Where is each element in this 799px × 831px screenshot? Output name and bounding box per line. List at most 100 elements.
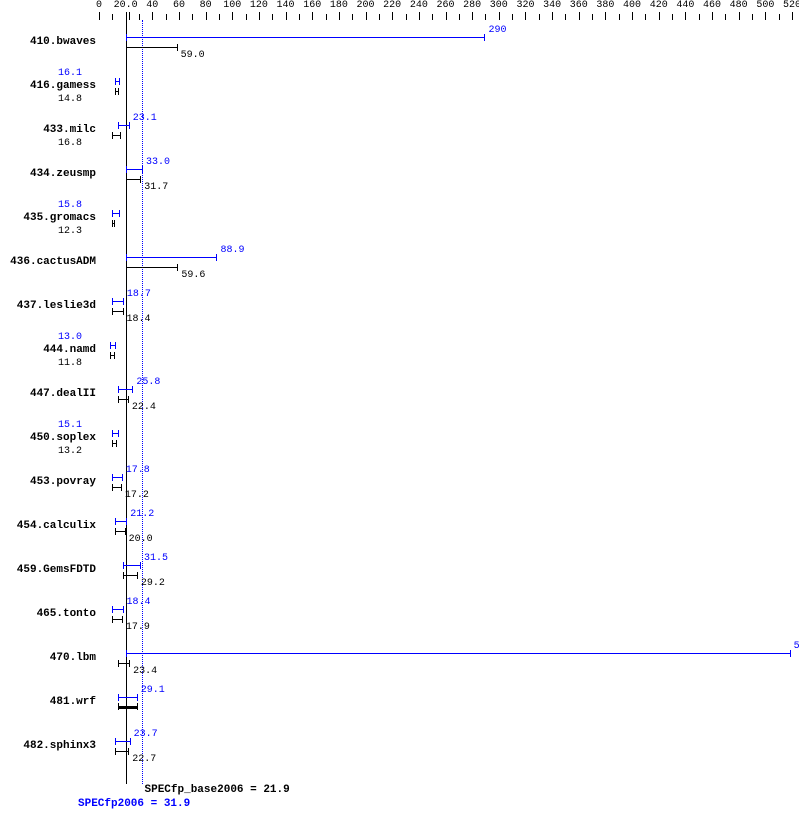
axis-tick-major: [712, 12, 713, 20]
base-bar: [115, 531, 126, 532]
peak-bar: [118, 125, 130, 126]
benchmark-name: 481.wrf: [50, 696, 96, 708]
axis-tick-major: [552, 12, 553, 20]
axis-tick-major: [605, 12, 606, 20]
base-value: 18.4: [127, 314, 151, 325]
axis-tick-label: 520: [783, 0, 799, 11]
benchmark-name: 433.milc: [43, 124, 96, 136]
benchmark-row: 447.dealII25.822.4: [0, 372, 799, 416]
base-value: 11.8: [58, 358, 82, 369]
axis-tick-label: 320: [516, 0, 534, 11]
peak-bar: [118, 389, 134, 390]
peak-value: 15.1: [58, 420, 82, 431]
base-value: 23.4: [133, 666, 157, 677]
axis-tick-label: 120: [250, 0, 268, 11]
base-value: 17.2: [125, 490, 149, 501]
axis-tick-major: [472, 12, 473, 20]
peak-bar: [112, 301, 124, 302]
axis-tick-major: [286, 12, 287, 20]
benchmark-row: 444.namd13.011.8: [0, 328, 799, 372]
base-bar: [112, 135, 121, 136]
peak-value: 25.8: [136, 377, 160, 388]
axis-tick-major: [419, 12, 420, 20]
axis-tick-major: [685, 12, 686, 20]
axis-tick-label: 0: [96, 0, 102, 11]
peak-bar: [110, 345, 117, 346]
axis-tick-major: [765, 12, 766, 20]
axis-tick-major: [312, 12, 313, 20]
benchmark-row: 435.gromacs15.812.3: [0, 196, 799, 240]
axis-tick-major: [232, 12, 233, 20]
base-bar: [118, 399, 129, 400]
axis-tick-major: [446, 12, 447, 20]
benchmark-name: 447.dealII: [30, 388, 96, 400]
peak-value: 23.1: [133, 113, 157, 124]
peak-bar: [118, 697, 138, 698]
peak-value: 13.0: [58, 332, 82, 343]
axis-tick-label: 180: [330, 0, 348, 11]
footer-peak-label: SPECfp2006 = 31.9: [78, 798, 190, 810]
axis-tick-label: 260: [436, 0, 454, 11]
benchmark-row: 454.calculix 21.2 20.0: [0, 504, 799, 548]
benchmark-row: 459.GemsFDTD31.529.2: [0, 548, 799, 592]
axis-tick-label: 200: [357, 0, 375, 11]
axis-tick-major: [339, 12, 340, 20]
peak-value: 21.2: [130, 509, 154, 520]
axis-tick-major: [792, 12, 793, 20]
peak-bar: [115, 741, 131, 742]
benchmark-name: 437.leslie3d: [17, 300, 96, 312]
peak-bar: [123, 565, 141, 566]
benchmark-row: 416.gamess16.114.8: [0, 64, 799, 108]
peak-bar: [126, 169, 143, 170]
benchmark-name: 435.gromacs: [23, 212, 96, 224]
axis-tick-label: 160: [303, 0, 321, 11]
axis-tick-label: 220: [383, 0, 401, 11]
axis-tick-label: 400: [623, 0, 641, 11]
benchmark-name: 482.sphinx3: [23, 740, 96, 752]
base-value: 13.2: [58, 446, 82, 457]
peak-bar: [115, 81, 120, 82]
peak-value: 23.7: [134, 729, 158, 740]
axis-tick-label: 440: [676, 0, 694, 11]
base-value: 22.7: [132, 754, 156, 765]
benchmark-name: 454.calculix: [17, 520, 96, 532]
axis-tick-major: [739, 12, 740, 20]
base-bar: [112, 443, 116, 444]
peak-value: 18.4: [127, 597, 151, 608]
base-value: 12.3: [58, 226, 82, 237]
base-bar: [112, 619, 123, 620]
axis-tick-major: [206, 12, 207, 20]
benchmark-name: 470.lbm: [50, 652, 96, 664]
benchmark-name: 416.gamess: [30, 80, 96, 92]
peak-value: 88.9: [220, 245, 244, 256]
base-value: 17.9: [126, 622, 150, 633]
peak-value: 16.1: [58, 68, 82, 79]
peak-bar: [112, 477, 122, 478]
base-value: 31.7: [144, 182, 168, 193]
base-value: 20.0: [129, 534, 153, 545]
base-value: 59.0: [181, 50, 205, 61]
axis-tick-major: [525, 12, 526, 20]
peak-bar: [126, 653, 791, 654]
axis-tick-label: 240: [410, 0, 428, 11]
benchmark-name: 436.cactusADM: [10, 256, 96, 268]
peak-value: 33.0: [146, 157, 170, 168]
benchmark-row: 482.sphinx3 23.7 22.7: [0, 724, 799, 768]
peak-bar: [115, 521, 127, 522]
axis-tick-label: 500: [756, 0, 774, 11]
axis-tick-label: 280: [463, 0, 481, 11]
axis-tick-label: 20.0: [114, 0, 138, 11]
spec-benchmark-chart: 020.040608010012014016018020022024026028…: [0, 0, 799, 831]
benchmark-name: 453.povray: [30, 476, 96, 488]
base-bar: [112, 311, 123, 312]
axis-tick-label: 480: [730, 0, 748, 11]
peak-value: 29.1: [141, 685, 165, 696]
axis-tick-label: 100: [223, 0, 241, 11]
benchmark-row: 481.wrf 29.1: [0, 680, 799, 724]
base-bar: [118, 706, 138, 709]
axis-tick-major: [126, 12, 127, 20]
benchmark-row: 434.zeusmp33.031.7: [0, 152, 799, 196]
benchmark-row: 410.bwaves29059.0: [0, 20, 799, 64]
axis-tick-major: [259, 12, 260, 20]
peak-value: 17.8: [126, 465, 150, 476]
